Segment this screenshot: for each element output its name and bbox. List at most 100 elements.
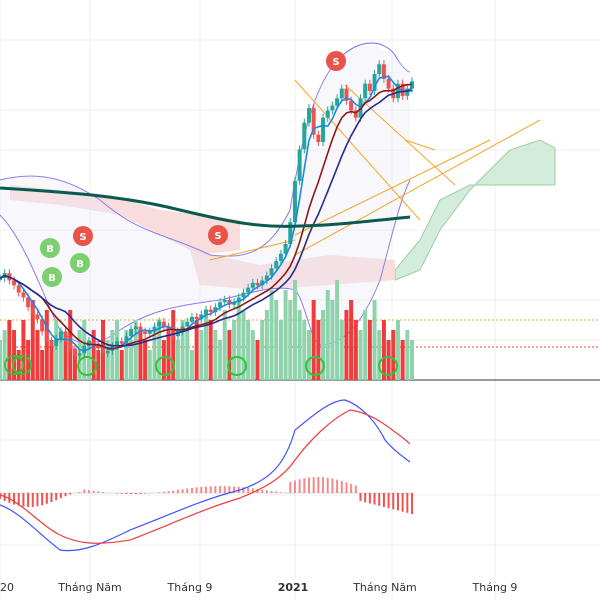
candle-body — [129, 329, 134, 337]
trend-line — [294, 119, 541, 256]
macd-histogram-bar — [350, 483, 353, 493]
volume-bar — [2, 330, 7, 380]
macd-histogram-bar — [317, 477, 320, 493]
candle-body — [175, 331, 180, 337]
macd-histogram-bar — [209, 486, 212, 493]
sell-signal — [208, 225, 228, 245]
volume-bar — [138, 330, 143, 380]
volume-bar — [119, 350, 124, 380]
volume-bar — [185, 330, 190, 380]
candle-body — [213, 307, 218, 312]
volume-bar — [395, 320, 400, 380]
volume-bar — [311, 300, 316, 380]
buy-signal — [70, 253, 90, 273]
volume-bar — [405, 330, 410, 380]
macd-histogram-bar — [303, 478, 306, 493]
macd-histogram-bar — [228, 486, 231, 493]
macd-histogram-bar — [102, 492, 104, 493]
volume-bar — [325, 290, 330, 380]
candle-body — [16, 285, 21, 293]
macd-histogram-bar — [396, 493, 399, 511]
macd-histogram-bar — [78, 491, 81, 493]
volume-bar — [21, 320, 26, 380]
macd-histogram-bar — [27, 493, 30, 507]
macd-histogram-bar — [312, 477, 315, 493]
trend-line — [294, 139, 491, 236]
macd-histogram-bar — [289, 481, 292, 493]
macd-histogram-bar — [378, 493, 381, 506]
x-axis-tick-label: 2021 — [278, 581, 309, 594]
trend-line — [344, 84, 456, 186]
candle-body — [143, 331, 148, 334]
candle-body — [133, 326, 138, 329]
volume-bar — [297, 310, 302, 380]
candle-body — [255, 282, 260, 286]
candle-body — [138, 326, 143, 332]
volume-bar — [307, 330, 311, 380]
ichimoku-cloud-bear-2 — [190, 250, 395, 290]
sell-signal — [73, 226, 93, 246]
macd-histogram-bar — [242, 487, 245, 493]
ring-marker — [155, 356, 175, 376]
macd-histogram-bar — [265, 490, 268, 493]
ring-marker — [305, 356, 325, 376]
trend-line — [404, 139, 436, 151]
macd-histogram-bar — [270, 490, 273, 493]
candle-body — [307, 108, 311, 123]
candle-body — [54, 338, 59, 346]
x-axis-tick-label: Tháng Năm — [57, 581, 122, 594]
ma-fast-line — [0, 75, 413, 352]
macd-histogram-bar — [354, 485, 357, 493]
volume-bar — [180, 320, 185, 380]
candle-body — [274, 261, 279, 269]
candle-body — [68, 341, 73, 349]
candle-body — [321, 117, 326, 142]
volume-bar — [143, 340, 148, 380]
candle-body — [204, 309, 208, 315]
volume-bar — [236, 300, 241, 380]
candle-body — [194, 316, 199, 320]
macd-histogram-bar — [83, 489, 86, 493]
candle-body — [185, 321, 190, 327]
volume-bar — [204, 310, 208, 380]
ring-marker — [227, 356, 247, 376]
macd-histogram-bar — [144, 493, 147, 494]
macd-histogram-bar — [223, 486, 226, 493]
macd-histogram-bar — [331, 478, 334, 493]
candle-body — [58, 331, 63, 339]
volume-bar — [227, 330, 232, 380]
candle-body — [344, 88, 349, 101]
candle-body — [222, 299, 227, 303]
candle-body — [152, 326, 157, 332]
ma-mid-line — [0, 83, 413, 350]
candle-body — [241, 292, 246, 298]
macd-histogram-bar — [69, 493, 72, 495]
macd-histogram-bar — [0, 493, 1, 499]
macd-histogram-bar — [205, 486, 207, 493]
candle-body — [124, 336, 129, 344]
volume-bar — [157, 320, 162, 380]
sell-signal-label: S — [79, 232, 86, 243]
candle-body — [105, 350, 110, 354]
buy-signal — [42, 267, 62, 287]
ring-marker — [77, 356, 97, 376]
volume-bar — [49, 340, 54, 380]
macd-signal-line — [0, 409, 411, 544]
candle-body — [264, 275, 269, 281]
macd-histogram-bar — [345, 482, 348, 493]
macd-histogram-bar — [181, 489, 184, 493]
candle-body — [246, 287, 251, 293]
candle-body — [395, 83, 400, 99]
macd-histogram-bar — [41, 493, 44, 506]
volume-bar — [377, 330, 382, 380]
volume-bar — [344, 310, 349, 380]
candle-body — [325, 110, 330, 118]
macd-histogram-bar — [293, 480, 296, 493]
volume-bar — [232, 320, 237, 380]
volume-bar — [35, 330, 40, 380]
candle-body — [297, 149, 302, 181]
macd-histogram-bar — [322, 477, 325, 493]
macd-histogram-bar — [214, 486, 217, 493]
macd-histogram-bar — [36, 493, 39, 507]
